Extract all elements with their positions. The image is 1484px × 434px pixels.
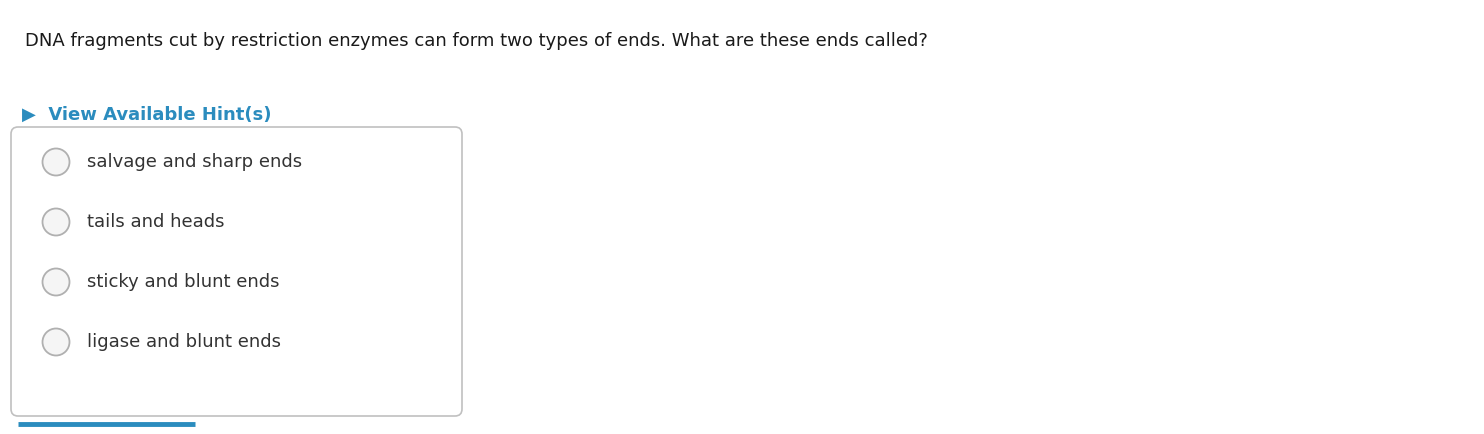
Circle shape [43,329,70,355]
Text: ligase and blunt ends: ligase and blunt ends [88,333,282,351]
Text: tails and heads: tails and heads [88,213,226,231]
Text: DNA fragments cut by restriction enzymes can form two types of ends. What are th: DNA fragments cut by restriction enzymes… [25,32,927,50]
Circle shape [43,269,70,296]
Text: salvage and sharp ends: salvage and sharp ends [88,153,303,171]
FancyBboxPatch shape [10,127,462,416]
Text: ▶  View Available Hint(s): ▶ View Available Hint(s) [22,106,272,124]
Circle shape [43,148,70,175]
Circle shape [43,208,70,236]
Text: sticky and blunt ends: sticky and blunt ends [88,273,280,291]
